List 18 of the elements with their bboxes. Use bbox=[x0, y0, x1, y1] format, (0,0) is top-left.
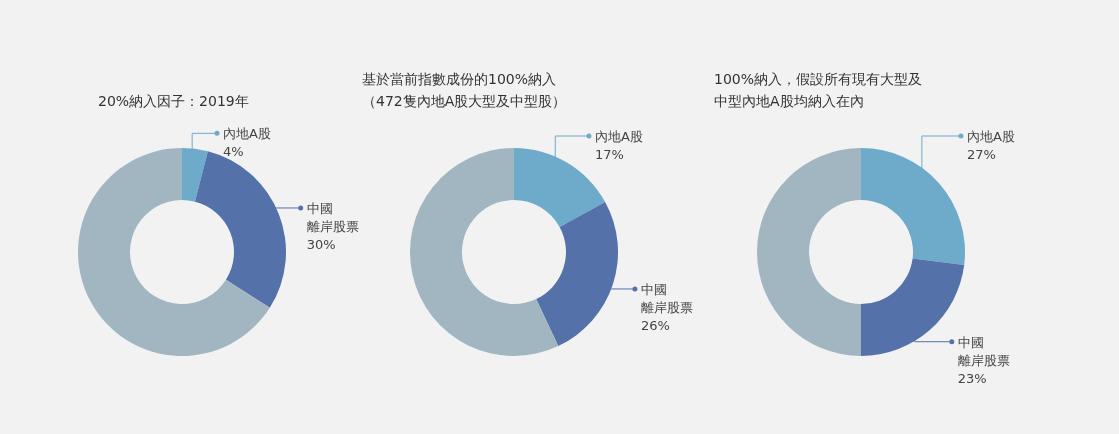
slice-label: 中國離岸股票 bbox=[640, 281, 693, 315]
donut-slice bbox=[757, 148, 861, 356]
slice-label: 中國離岸股票 bbox=[957, 334, 1010, 368]
data-label: 26% bbox=[640, 317, 670, 333]
chart-title: 20%納入因子：2019年 bbox=[98, 93, 249, 109]
data-label: 23% bbox=[957, 370, 987, 386]
donut-slice bbox=[410, 148, 559, 356]
slice-label: 內地A股 bbox=[967, 129, 1015, 144]
chart-title: 基於當前指數成份的100%納入（472隻內地A股大型及中型股） bbox=[362, 71, 567, 109]
data-label: 17% bbox=[594, 147, 624, 162]
slice-label: 中國離岸股票 bbox=[306, 200, 359, 234]
donut-slice bbox=[78, 148, 270, 356]
chart-title: 100%納入，假設所有現有大型及中型內地A股均納入在內 bbox=[714, 71, 923, 109]
data-label: 27% bbox=[967, 147, 996, 162]
data-label: 4% bbox=[223, 144, 244, 160]
data-label: 30% bbox=[306, 236, 336, 252]
slice-label: 內地A股 bbox=[594, 129, 643, 144]
slice-label: 內地A股 bbox=[223, 126, 271, 142]
